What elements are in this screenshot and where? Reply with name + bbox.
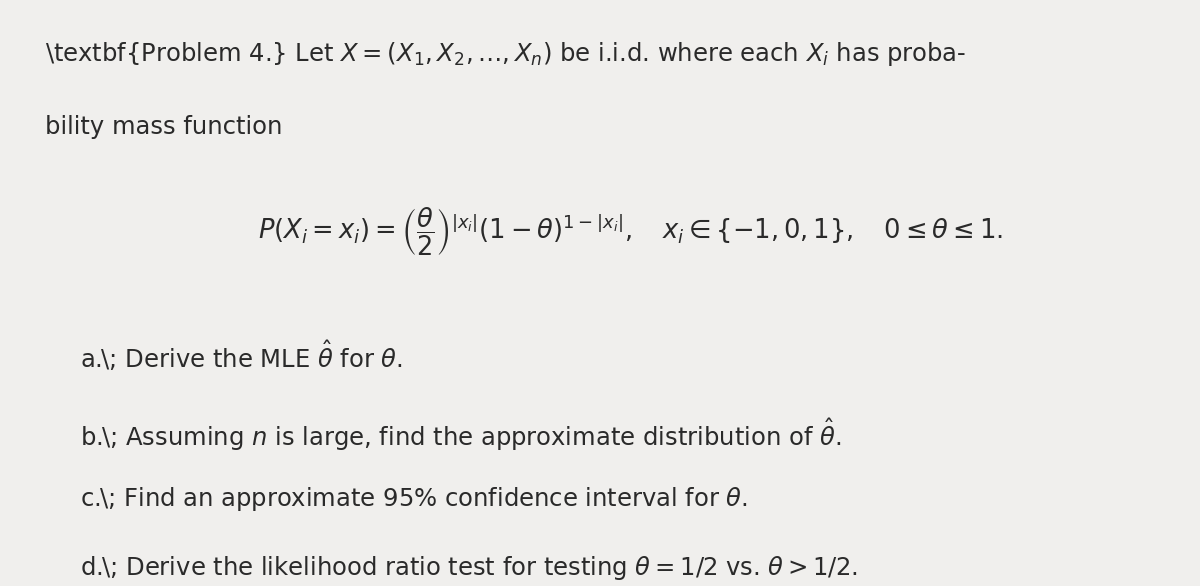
Text: c.\; Find an approximate $95\%$ confidence interval for $\theta$.: c.\; Find an approximate $95\%$ confiden… [79, 485, 748, 513]
Text: $P(X_i = x_i) = \left(\dfrac{\theta}{2}\right)^{|x_i|} (1-\theta)^{1-|x_i|}, \qu: $P(X_i = x_i) = \left(\dfrac{\theta}{2}\… [258, 206, 1003, 258]
Text: a.\; Derive the MLE $\hat{\theta}$ for $\theta$.: a.\; Derive the MLE $\hat{\theta}$ for $… [79, 339, 402, 373]
Text: bility mass function: bility mass function [44, 115, 282, 139]
Text: b.\; Assuming $n$ is large, find the approximate distribution of $\hat{\theta}$.: b.\; Assuming $n$ is large, find the app… [79, 416, 841, 452]
Text: d.\; Derive the likelihood ratio test for testing $\theta = 1/2$ vs. $\theta > 1: d.\; Derive the likelihood ratio test fo… [79, 554, 858, 582]
Text: \textbf{Problem 4.} Let $X = (X_1, X_2, \ldots, X_n)$ be i.i.d. where each $X_i$: \textbf{Problem 4.} Let $X = (X_1, X_2, … [44, 40, 966, 68]
